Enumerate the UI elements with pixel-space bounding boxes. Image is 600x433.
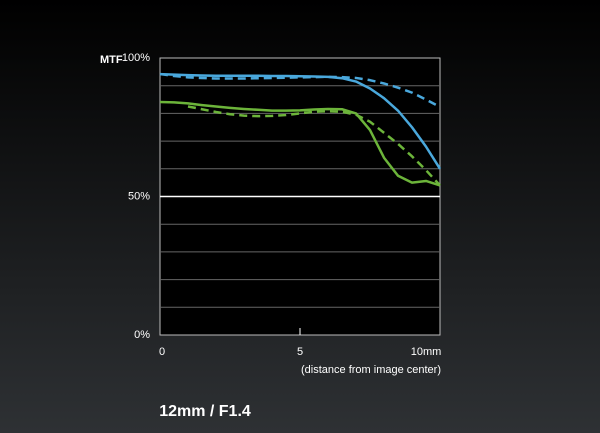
y-tick-label: 50%	[128, 190, 150, 202]
line-series	[159, 72, 441, 109]
caption: 12mm / F1.4	[159, 403, 251, 420]
y-tick-label: 100%	[122, 52, 150, 64]
x-tick-label: 10mm	[411, 346, 442, 358]
line-series	[159, 100, 441, 187]
line-series	[187, 105, 441, 187]
x-axis-label: (distance from image center)	[301, 364, 441, 376]
x-tick-label: 0	[159, 346, 165, 358]
y-axis-label: MTF	[100, 54, 123, 66]
line-series	[159, 72, 442, 170]
x-tick-label: 5	[297, 346, 303, 358]
y-tick-label: 0%	[134, 329, 150, 341]
